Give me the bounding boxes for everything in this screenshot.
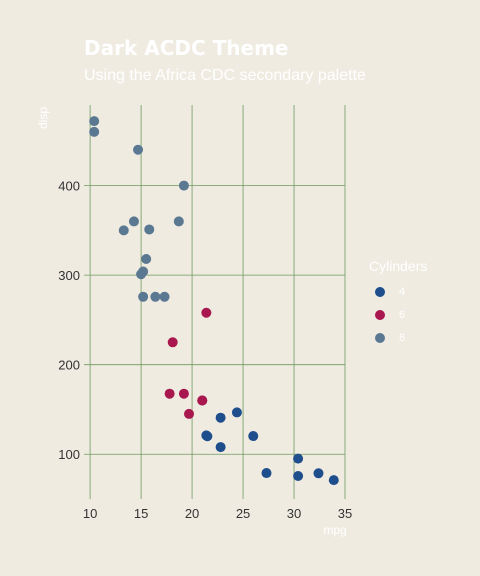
data-point-6-cyl xyxy=(201,308,211,318)
data-point-4-cyl xyxy=(329,475,339,485)
legend: Cylinders 4 6 8 xyxy=(369,258,427,349)
y-tick-labels: 100 200 300 400 xyxy=(58,179,80,463)
data-point-4-cyl xyxy=(201,430,211,440)
legend-item-8-cyl: 8 xyxy=(369,326,427,349)
legend-label-6-cyl: 6 xyxy=(399,309,405,321)
y-tick-label: 200 xyxy=(58,358,80,373)
legend-label-8-cyl: 8 xyxy=(399,332,405,344)
legend-item-6-cyl: 6 xyxy=(369,303,427,326)
data-point-8-cyl xyxy=(160,292,170,302)
legend-swatch-8-cyl xyxy=(375,333,385,343)
data-point-8-cyl xyxy=(144,224,154,234)
data-point-8-cyl xyxy=(150,292,160,302)
data-point-6-cyl xyxy=(197,396,207,406)
data-point-6-cyl xyxy=(165,389,175,399)
data-point-8-cyl xyxy=(138,292,148,302)
data-point-8-cyl xyxy=(174,216,184,226)
data-point-6-cyl xyxy=(179,389,189,399)
data-point-4-cyl xyxy=(261,468,271,478)
x-tick-label: 25 xyxy=(236,506,250,521)
x-tick-label: 35 xyxy=(338,506,352,521)
x-tick-label: 30 xyxy=(287,506,301,521)
data-point-4-cyl xyxy=(248,431,258,441)
data-point-8-cyl xyxy=(119,225,129,235)
data-point-8-cyl xyxy=(179,181,189,191)
data-point-4-cyl xyxy=(313,468,323,478)
x-tick-label: 15 xyxy=(134,506,148,521)
data-point-4-cyl xyxy=(293,471,303,481)
data-point-6-cyl xyxy=(168,337,178,347)
data-point-8-cyl xyxy=(129,216,139,226)
data-point-6-cyl xyxy=(184,409,194,419)
legend-item-4-cyl: 4 xyxy=(369,280,427,303)
y-tick-label: 100 xyxy=(58,447,80,462)
y-tick-label: 400 xyxy=(58,179,80,194)
legend-swatch-6-cyl xyxy=(375,310,385,320)
legend-title: Cylinders xyxy=(369,258,427,274)
data-point-8-cyl xyxy=(89,127,99,137)
data-point-4-cyl xyxy=(216,413,226,423)
grid-lines xyxy=(84,105,345,499)
y-axis-label: disp xyxy=(36,107,50,129)
data-point-4-cyl xyxy=(216,442,226,452)
x-tick-labels: 10 15 20 25 30 35 xyxy=(83,506,352,521)
data-point-8-cyl xyxy=(133,145,143,155)
data-point-4-cyl xyxy=(293,454,303,464)
legend-label-4-cyl: 4 xyxy=(399,286,405,298)
data-point-4-cyl xyxy=(232,407,242,417)
data-point-8-cyl xyxy=(141,254,151,264)
y-tick-label: 300 xyxy=(58,268,80,283)
data-points xyxy=(89,116,339,485)
x-axis-label: mpg xyxy=(323,523,346,537)
data-point-8-cyl xyxy=(89,116,99,126)
legend-swatch-4-cyl xyxy=(375,287,385,297)
data-point-8-cyl xyxy=(136,269,146,279)
x-tick-label: 20 xyxy=(185,506,199,521)
x-tick-label: 10 xyxy=(83,506,97,521)
